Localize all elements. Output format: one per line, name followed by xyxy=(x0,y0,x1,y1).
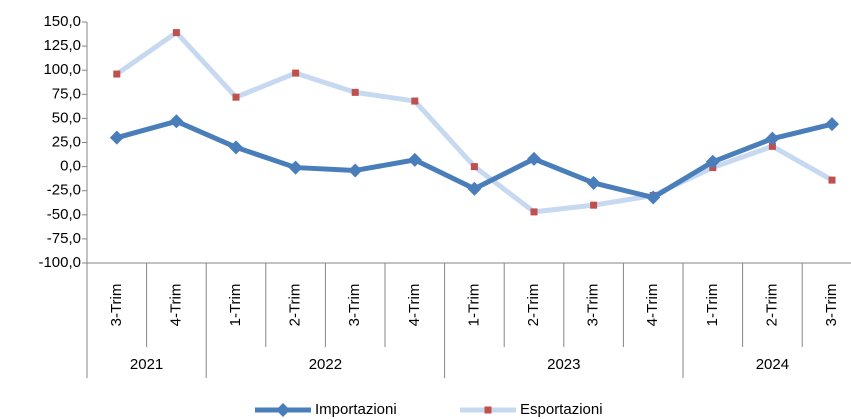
y-tick-label: 0,0 xyxy=(60,158,81,175)
legend-marker xyxy=(484,406,492,414)
x-tick-label: 1-Trim xyxy=(227,284,244,327)
marker xyxy=(586,175,601,190)
group-label: 2022 xyxy=(309,356,342,373)
legend-label: Esportazioni xyxy=(520,401,603,418)
marker xyxy=(470,163,478,171)
y-tick-label: 125,0 xyxy=(43,37,81,54)
y-tick-label: 75,0 xyxy=(52,85,81,102)
y-tick-label: 150,0 xyxy=(43,13,81,30)
group-label: 2024 xyxy=(756,356,789,373)
x-tick-label: 4-Trim xyxy=(644,284,661,327)
y-tick-label: -25,0 xyxy=(47,182,81,199)
x-tick-label: 4-Trim xyxy=(167,284,184,327)
x-tick-label: 3-Trim xyxy=(108,284,125,327)
marker xyxy=(169,114,184,129)
marker xyxy=(172,29,180,37)
x-tick-label: 2-Trim xyxy=(525,284,542,327)
marker xyxy=(590,201,598,209)
x-tick-label: 2-Trim xyxy=(763,284,780,327)
x-tick-label: 2-Trim xyxy=(287,284,304,327)
marker xyxy=(109,130,124,145)
y-tick-label: -50,0 xyxy=(47,206,81,223)
x-tick-label: 1-Trim xyxy=(704,284,721,327)
x-tick-label: 3-Trim xyxy=(585,284,602,327)
marker xyxy=(229,140,243,155)
marker xyxy=(828,176,836,184)
marker xyxy=(292,69,300,77)
marker xyxy=(527,151,541,166)
y-tick-label: 100,0 xyxy=(43,61,81,78)
marker xyxy=(705,154,720,169)
marker xyxy=(288,160,303,175)
marker xyxy=(646,190,661,205)
y-tick-label: -100,0 xyxy=(38,254,81,271)
marker xyxy=(467,181,482,196)
marker xyxy=(530,208,538,216)
x-tick-label: 3-Trim xyxy=(346,284,363,327)
y-tick-label: 25,0 xyxy=(52,133,81,150)
x-tick-label: 1-Trim xyxy=(465,284,482,327)
x-tick-label: 4-Trim xyxy=(406,284,423,327)
marker xyxy=(113,70,121,78)
y-tick-label: 50,0 xyxy=(52,109,81,126)
legend-label: Importazioni xyxy=(315,401,397,418)
group-label: 2023 xyxy=(547,356,580,373)
marker xyxy=(232,93,240,101)
marker xyxy=(411,97,419,105)
marker xyxy=(351,88,359,96)
marker xyxy=(348,163,363,178)
marker xyxy=(768,142,776,150)
marker xyxy=(765,131,780,146)
x-tick-label: 3-Trim xyxy=(823,284,840,327)
marker xyxy=(407,152,422,167)
legend-marker xyxy=(276,403,290,417)
y-tick-label: -75,0 xyxy=(47,230,81,247)
group-label: 2021 xyxy=(130,356,163,373)
marker xyxy=(825,117,839,132)
